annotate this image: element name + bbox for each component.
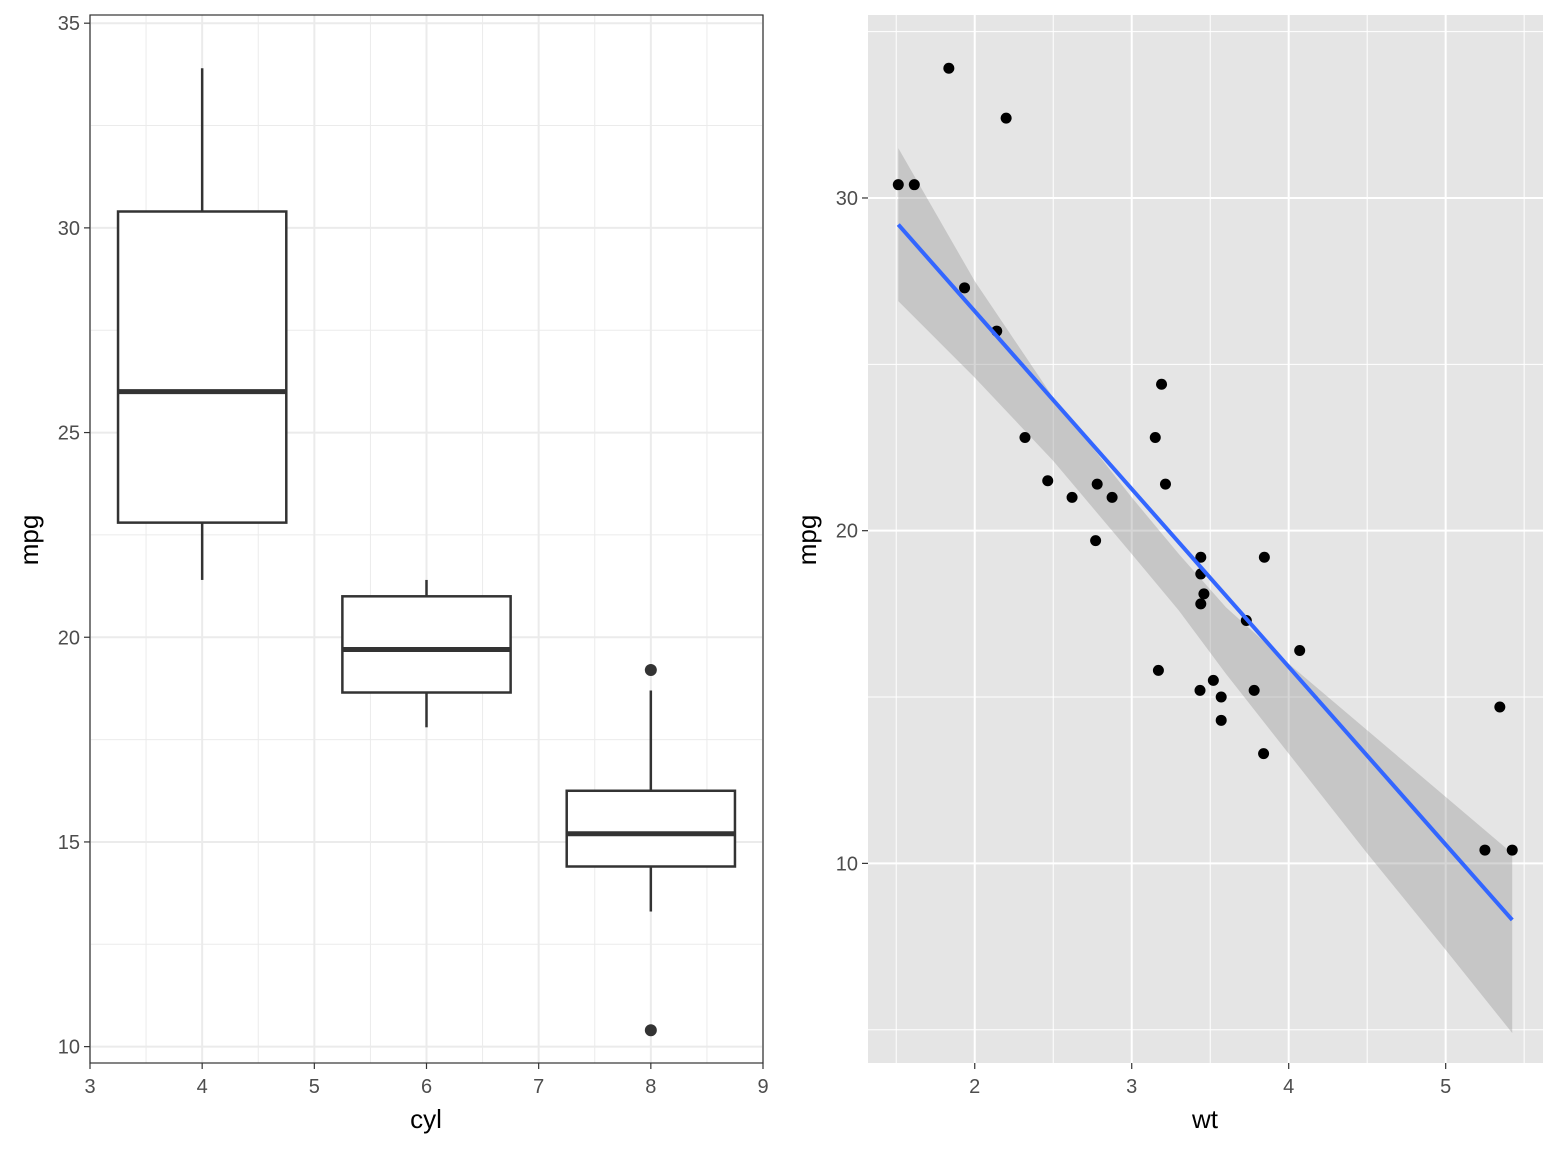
data-point xyxy=(1195,551,1207,563)
regression-line-path xyxy=(896,223,1514,922)
scatter-x-ticks: 2 3 4 5 xyxy=(969,1063,1451,1098)
scatter-y-ticks: 10 20 30 xyxy=(836,188,868,875)
outlier-point xyxy=(644,664,657,676)
scatter-y-axis-title: mpg xyxy=(792,515,822,566)
x-tick-label: 7 xyxy=(533,1076,544,1098)
data-point xyxy=(1156,378,1168,390)
x-tick-label: 6 xyxy=(421,1076,432,1098)
box-iqr xyxy=(116,210,288,524)
data-point xyxy=(1215,691,1227,703)
data-point xyxy=(1019,432,1031,444)
data-point xyxy=(1198,588,1210,600)
x-tick-label: 9 xyxy=(757,1076,768,1098)
data-point xyxy=(1066,491,1078,503)
box-iqr xyxy=(341,595,512,694)
data-point xyxy=(1152,664,1164,676)
data-point xyxy=(959,282,971,294)
boxplot-y-axis-title: mpg xyxy=(14,515,44,566)
boxplot-x-axis-title: cyl xyxy=(410,1104,442,1134)
x-tick-label: 5 xyxy=(1440,1076,1451,1098)
data-point xyxy=(1248,684,1260,696)
scatter-points xyxy=(892,62,1518,856)
data-point xyxy=(1479,844,1491,856)
data-point xyxy=(1258,748,1270,760)
boxplot-x-ticks: 3 4 5 6 7 8 9 xyxy=(84,1063,769,1098)
x-tick-label: 4 xyxy=(1283,1076,1294,1098)
scatter-panel: 10 20 30 2 3 4 5 wt mpg xyxy=(792,15,1543,1134)
scatter-gridlines xyxy=(868,15,1543,1063)
x-tick-label: 4 xyxy=(197,1076,208,1098)
data-point xyxy=(1106,491,1118,503)
data-point xyxy=(1494,701,1506,713)
x-tick-label: 3 xyxy=(84,1076,95,1098)
data-point xyxy=(1042,475,1054,487)
data-point xyxy=(1294,644,1306,656)
data-point xyxy=(1215,714,1227,726)
x-tick-label: 3 xyxy=(1126,1076,1137,1098)
scatter-panel-background xyxy=(868,15,1543,1063)
boxplot-y-ticks: 10 15 20 25 30 35 xyxy=(58,13,90,1059)
x-tick-label: 5 xyxy=(309,1076,320,1098)
data-point xyxy=(1091,478,1103,490)
y-tick-label: 10 xyxy=(836,853,858,875)
y-tick-label: 20 xyxy=(836,521,858,543)
outlier-point xyxy=(644,1024,657,1037)
data-point xyxy=(1090,535,1102,547)
data-point xyxy=(1194,684,1206,696)
data-point xyxy=(1258,551,1270,563)
x-tick-label: 2 xyxy=(969,1076,980,1098)
scatter-x-axis-title: wt xyxy=(1191,1104,1219,1134)
boxplot-boxes xyxy=(116,68,737,1037)
data-point xyxy=(1506,844,1518,856)
y-tick-label: 30 xyxy=(836,188,858,210)
y-tick-label: 30 xyxy=(58,218,80,240)
x-tick-label: 8 xyxy=(645,1076,656,1098)
data-point xyxy=(1149,432,1161,444)
data-point xyxy=(1207,674,1219,686)
data-point xyxy=(1159,478,1171,490)
y-tick-label: 10 xyxy=(58,1037,80,1059)
y-tick-label: 35 xyxy=(58,13,80,35)
data-point xyxy=(908,179,920,191)
data-point xyxy=(943,62,955,74)
regression-line xyxy=(896,223,1514,922)
data-point xyxy=(892,179,904,191)
y-tick-label: 15 xyxy=(58,832,80,854)
box-iqr xyxy=(565,789,737,868)
y-tick-label: 20 xyxy=(58,627,80,649)
data-point xyxy=(1000,112,1012,124)
boxplot-panel: 10 15 20 25 30 35 3 4 5 6 7 8 9 cyl mpg xyxy=(14,13,769,1134)
y-tick-label: 25 xyxy=(58,423,80,445)
data-point xyxy=(1195,598,1207,610)
